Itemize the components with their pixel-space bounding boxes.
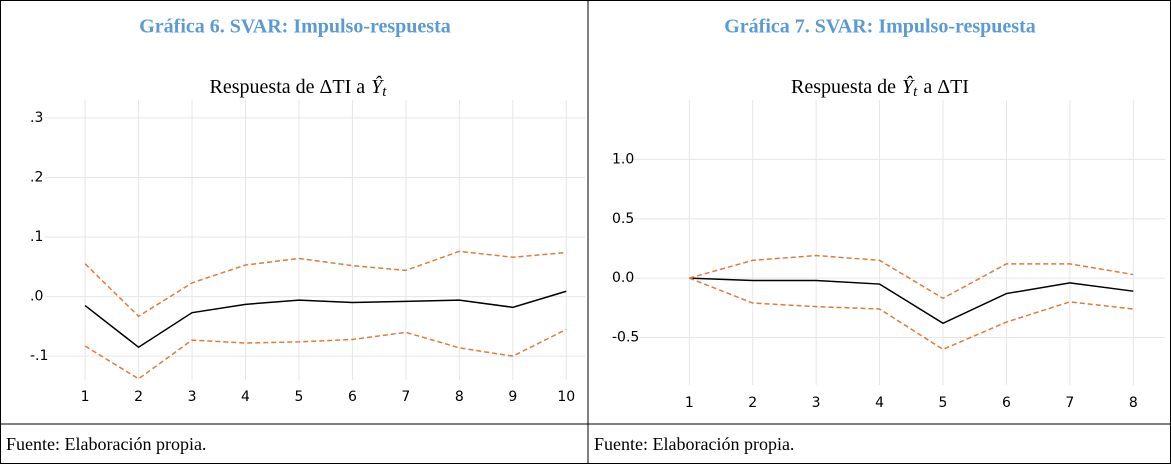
subtitle-text: Respuesta de ΔTI a xyxy=(210,76,366,98)
subtitle-text: a ΔTI xyxy=(923,76,969,98)
x-tick-label: 5 xyxy=(294,389,303,405)
subtitle-sub: t xyxy=(913,84,918,100)
x-tick-label: 9 xyxy=(508,389,517,405)
x-tick-label: 7 xyxy=(401,389,410,405)
y-tick-label: .0 xyxy=(30,289,43,305)
subtitle-math: Ŷ xyxy=(902,75,915,98)
y-tick-label: -0.5 xyxy=(612,330,639,346)
subtitle-math: Ŷ xyxy=(371,75,384,98)
series-line xyxy=(84,328,567,380)
source-note: Fuente: Elaboración propia. xyxy=(6,434,206,454)
chart-subtitle: Respuesta de Ŷt a ΔTI xyxy=(791,75,969,101)
x-tick-label: 1 xyxy=(81,389,90,405)
x-tick-label: 2 xyxy=(134,389,143,405)
series-line xyxy=(84,290,567,349)
x-tick-label: 3 xyxy=(812,395,821,411)
series-line xyxy=(689,254,1134,300)
y-tick-label: 1.0 xyxy=(612,151,634,167)
y-tick-label: .3 xyxy=(30,110,43,126)
x-tick-label: 1 xyxy=(685,395,694,411)
x-tick-label: 2 xyxy=(748,395,757,411)
y-tick-label: .1 xyxy=(30,229,43,245)
x-tick-label: 8 xyxy=(1129,395,1138,411)
chart-title: Gráfica 7. SVAR: Impulso-respuesta xyxy=(724,16,1036,38)
series-line xyxy=(689,277,1134,351)
x-tick-label: 10 xyxy=(557,389,575,405)
x-tick-label: 4 xyxy=(241,389,250,405)
series-line xyxy=(84,250,567,318)
chart-title: Gráfica 6. SVAR: Impulso-respuesta xyxy=(139,16,451,38)
subtitle-text: Respuesta de xyxy=(791,76,896,98)
x-tick-label: 6 xyxy=(348,389,357,405)
x-tick-label: 5 xyxy=(939,395,948,411)
y-tick-label: -.1 xyxy=(30,348,48,364)
source-note: Fuente: Elaboración propia. xyxy=(594,434,794,454)
y-tick-label: 0.5 xyxy=(612,211,634,227)
y-tick-label: 0.0 xyxy=(612,270,634,286)
y-tick-label: .2 xyxy=(30,169,43,185)
x-tick-label: 3 xyxy=(188,389,197,405)
x-tick-label: 8 xyxy=(455,389,464,405)
chart-subtitle: Respuesta de ΔTI a Ŷt xyxy=(210,75,388,101)
x-tick-label: 6 xyxy=(1002,395,1011,411)
series-line xyxy=(689,277,1134,325)
x-tick-label: 7 xyxy=(1065,395,1074,411)
subtitle-sub: t xyxy=(382,84,387,100)
x-tick-label: 4 xyxy=(875,395,884,411)
